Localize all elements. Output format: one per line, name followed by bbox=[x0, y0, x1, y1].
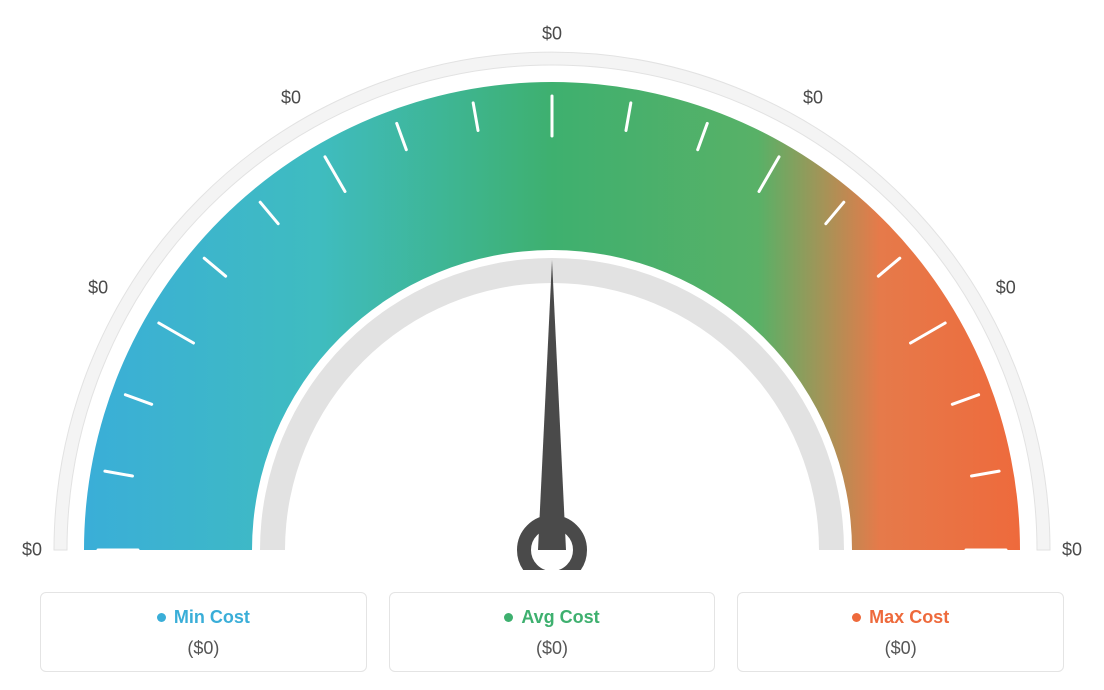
dot-icon bbox=[504, 613, 513, 622]
gauge-svg bbox=[22, 10, 1082, 570]
gauge-scale-label: $0 bbox=[281, 87, 301, 108]
legend-label: Max Cost bbox=[869, 607, 949, 628]
gauge-scale-label: $0 bbox=[22, 540, 42, 561]
legend-title-max: Max Cost bbox=[852, 607, 949, 628]
legend-box-avg: Avg Cost ($0) bbox=[389, 592, 716, 672]
legend-value: ($0) bbox=[51, 638, 356, 659]
gauge-scale-label: $0 bbox=[88, 278, 108, 299]
legend-label: Min Cost bbox=[174, 607, 250, 628]
legend-row: Min Cost ($0) Avg Cost ($0) Max Cost ($0… bbox=[40, 592, 1064, 672]
dot-icon bbox=[157, 613, 166, 622]
legend-box-max: Max Cost ($0) bbox=[737, 592, 1064, 672]
legend-title-avg: Avg Cost bbox=[504, 607, 599, 628]
gauge-scale-label: $0 bbox=[996, 278, 1016, 299]
gauge-scale-label: $0 bbox=[1062, 540, 1082, 561]
dot-icon bbox=[852, 613, 861, 622]
gauge-scale-label: $0 bbox=[542, 24, 562, 45]
gauge-scale-label: $0 bbox=[803, 87, 823, 108]
legend-value: ($0) bbox=[400, 638, 705, 659]
cost-gauge: $0 $0 $0 $0 $0 $0 $0 bbox=[22, 10, 1082, 570]
legend-box-min: Min Cost ($0) bbox=[40, 592, 367, 672]
legend-label: Avg Cost bbox=[521, 607, 599, 628]
legend-title-min: Min Cost bbox=[157, 607, 250, 628]
legend-value: ($0) bbox=[748, 638, 1053, 659]
